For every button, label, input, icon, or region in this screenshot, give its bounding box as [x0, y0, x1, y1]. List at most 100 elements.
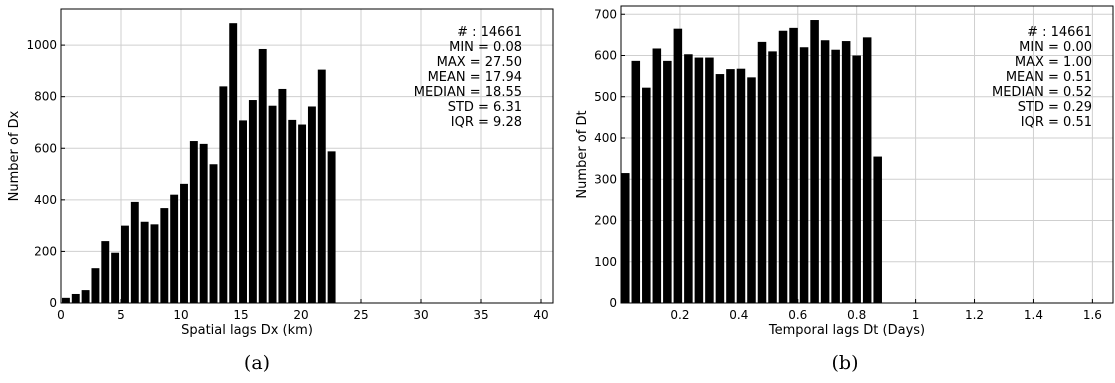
x-tick-label: 1: [912, 308, 920, 322]
histogram-bar: [642, 87, 651, 303]
y-tick-label: 400: [594, 131, 617, 145]
histogram-bar: [71, 293, 80, 303]
stats-line: MEAN = 0.51: [1006, 70, 1092, 85]
stats-line: MAX = 27.50: [437, 55, 522, 70]
histogram-bar: [841, 41, 851, 303]
histogram-bar: [170, 194, 179, 303]
x-tick-label: 35: [473, 308, 488, 322]
y-tick-label: 700: [594, 7, 617, 21]
stats-line: MAX = 1.00: [1015, 55, 1092, 70]
stats-line: MEDIAN = 18.55: [414, 85, 522, 100]
y-tick-label: 0: [609, 296, 617, 310]
histogram-bar: [852, 55, 861, 303]
histogram-bar: [130, 201, 139, 303]
histogram-bar: [747, 77, 756, 303]
stats-line: MIN = 0.00: [1019, 40, 1092, 55]
histogram-bar: [307, 106, 316, 303]
histogram-bar: [810, 20, 819, 304]
plot-frame: [60, 8, 554, 304]
y-tick-label: 800: [34, 90, 57, 104]
panel-caption: (b): [832, 352, 859, 374]
histogram-bar: [778, 30, 788, 303]
plot-frame: [620, 5, 1114, 304]
x-tick-label: 1.4: [1024, 308, 1043, 322]
histogram-bar: [789, 27, 798, 304]
histogram-bar: [288, 119, 297, 303]
stats-line: STD = 6.31: [448, 100, 522, 115]
histogram-bar: [219, 86, 228, 303]
histogram-bar: [239, 120, 247, 304]
x-tick-label: 15: [233, 308, 248, 322]
histogram-bar: [317, 69, 326, 304]
x-tick-label: 1.2: [965, 308, 984, 322]
histogram-bar: [768, 51, 777, 303]
x-tick-label: 40: [533, 308, 548, 322]
x-tick-label: 5: [117, 308, 125, 322]
histogram-bar: [631, 60, 641, 303]
histogram-bar: [327, 151, 336, 303]
stats-line: IQR = 9.28: [451, 115, 522, 130]
y-axis-label: Number of Dx: [7, 110, 22, 201]
y-tick-label: 100: [594, 255, 617, 269]
histogram-bar: [61, 297, 70, 303]
histogram-bar: [726, 69, 735, 303]
y-tick-label: 500: [594, 90, 617, 104]
x-axis-label: Spatial lags Dx (km): [181, 323, 313, 338]
histogram-bar: [799, 47, 809, 303]
x-tick-label: 0.4: [729, 308, 748, 322]
histogram-bar: [684, 54, 693, 304]
y-tick-label: 1000: [26, 38, 57, 52]
y-tick-label: 200: [594, 214, 617, 228]
histogram-bar: [278, 88, 287, 304]
panel-caption: (a): [244, 352, 270, 374]
histogram-bar: [705, 57, 714, 303]
stats-line: # : 14661: [457, 25, 522, 40]
y-tick-label: 300: [594, 172, 617, 186]
x-tick-label: 25: [353, 308, 368, 322]
histogram-bar: [736, 68, 746, 303]
stats-line: MIN = 0.08: [449, 40, 522, 55]
histogram-bar: [673, 28, 683, 303]
histogram-bar: [229, 23, 238, 304]
histogram-bar: [715, 74, 725, 303]
y-tick-label: 600: [34, 141, 57, 155]
histogram-bar: [862, 37, 872, 303]
histogram-bar: [652, 48, 662, 303]
histogram-bar: [298, 124, 307, 304]
x-tick-label: 10: [173, 308, 188, 322]
histogram-bar: [209, 164, 218, 303]
histogram-bar: [663, 60, 672, 303]
histogram-bar: [160, 208, 169, 303]
stats-line: MEAN = 17.94: [428, 70, 522, 85]
stats-line: IQR = 0.51: [1021, 115, 1092, 130]
histogram-bar: [140, 221, 149, 303]
stats-line: # : 14661: [1027, 25, 1092, 40]
histogram-spatial-lags: 0 5 10 15 20 25 30 35 4002004006008001000Spatial…: [7, 8, 554, 374]
x-tick-label: 1.6: [1083, 308, 1102, 322]
histogram-bar: [150, 224, 159, 303]
y-tick-label: 600: [594, 49, 617, 63]
y-tick-label: 200: [34, 244, 57, 258]
histogram-bar: [694, 57, 704, 303]
histogram-bar: [91, 268, 100, 303]
stats-line: STD = 0.29: [1018, 100, 1092, 115]
x-tick-label: 0.2: [670, 308, 689, 322]
x-tick-label: 0.6: [788, 308, 807, 322]
histogram-bar: [189, 141, 198, 303]
histogram-bar: [820, 40, 830, 304]
histogram-bar: [873, 156, 882, 303]
x-tick-label: 0: [57, 308, 65, 322]
y-tick-label: 0: [49, 296, 57, 310]
y-tick-label: 400: [34, 193, 57, 207]
histogram-temporal-lags: 0.2 0.4 0.6 0.8 1 1.2 1.4 1.6 0 100 200 300 400 500 60…: [575, 5, 1114, 374]
stats-line: MEDIAN = 0.52: [992, 85, 1092, 100]
x-axis-label: Temporal lags Dt (Days): [768, 323, 925, 338]
histogram-bar: [101, 241, 110, 303]
x-tick-label: 30: [413, 308, 428, 322]
x-tick-label: 20: [293, 308, 308, 322]
histogram-bar: [757, 41, 767, 303]
histogram-bar: [268, 105, 277, 303]
histogram-bar: [81, 290, 90, 303]
histogram-bar: [258, 48, 267, 304]
